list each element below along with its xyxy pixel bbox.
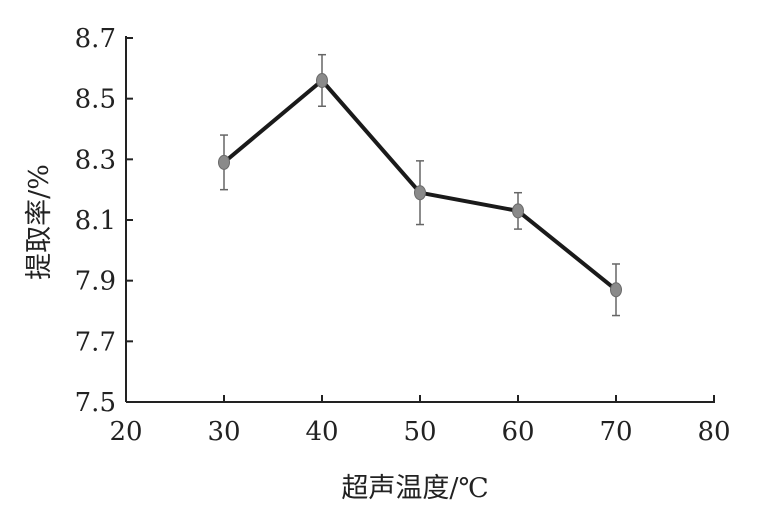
- x-tick-label: 70: [599, 417, 632, 447]
- error-bars: [220, 53, 620, 317]
- data-point: [512, 203, 524, 219]
- x-ticks: 20 30 40 50 60 70 80: [109, 395, 731, 447]
- y-tick-label: 7.7: [75, 327, 116, 357]
- y-axis-title: 提取率/%: [24, 164, 55, 280]
- y-tick-label: 8.3: [75, 145, 116, 175]
- data-points: [218, 72, 622, 298]
- y-tick-label: 7.5: [75, 388, 116, 418]
- x-tick-label: 40: [305, 417, 338, 447]
- y-tick-label: 7.9: [75, 267, 116, 297]
- x-tick-label: 60: [501, 417, 534, 447]
- x-axis-title: 超声温度/℃: [341, 473, 488, 504]
- y-tick-label: 8.1: [75, 206, 116, 236]
- x-tick-label: 20: [109, 417, 142, 447]
- y-tick-label: 8.5: [75, 85, 116, 115]
- y-ticks: 7.5 7.7 7.9 8.1 8.3 8.5 8.7: [75, 24, 133, 418]
- data-point: [414, 185, 426, 201]
- data-point: [218, 154, 230, 170]
- y-tick-label: 8.7: [75, 24, 116, 54]
- x-tick-label: 80: [697, 417, 730, 447]
- data-point: [316, 72, 328, 88]
- data-point: [610, 282, 622, 298]
- x-tick-label: 30: [207, 417, 240, 447]
- x-tick-label: 50: [403, 417, 436, 447]
